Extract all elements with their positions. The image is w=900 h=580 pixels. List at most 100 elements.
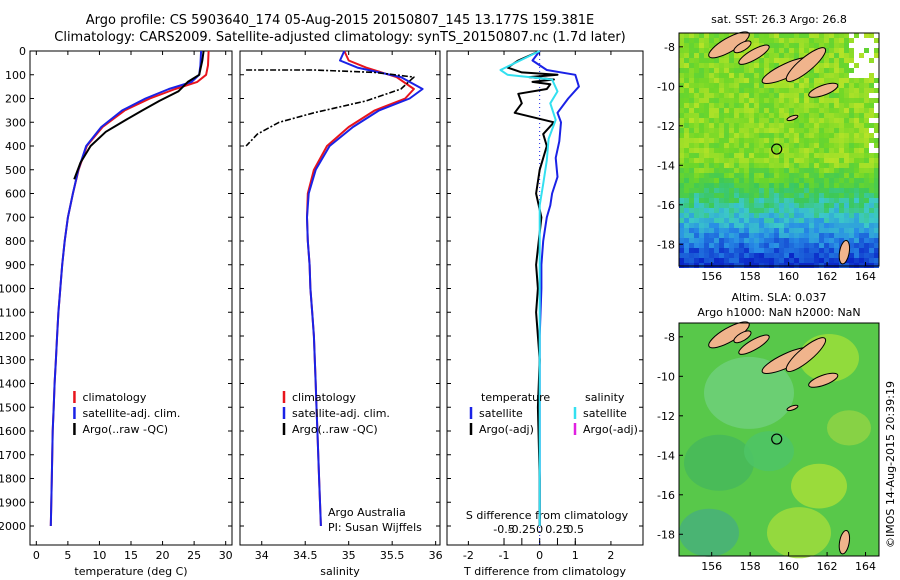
map-cell [689, 248, 694, 253]
map-cell [804, 118, 809, 123]
map-cell [749, 178, 754, 183]
map-cell [744, 243, 749, 248]
map-cell [859, 48, 864, 53]
map-cell [784, 233, 789, 238]
map-cell [799, 83, 804, 88]
map-cell [694, 143, 699, 148]
map-cell [859, 203, 864, 208]
map-cell [829, 33, 834, 38]
map-cell [784, 103, 789, 108]
map-cell [774, 213, 779, 218]
map-cell [694, 78, 699, 83]
map-cell [859, 33, 864, 38]
x-tick-label: -1 [499, 549, 510, 562]
map-cell [849, 178, 854, 183]
map-cell [864, 148, 869, 153]
map-cell [824, 248, 829, 253]
map-cell [804, 173, 809, 178]
map-cell [809, 118, 814, 123]
map-cell [684, 243, 689, 248]
map-cell [764, 123, 769, 128]
map-cell [704, 38, 709, 43]
map-cell [704, 58, 709, 63]
map-cell [854, 158, 859, 163]
map-cell [754, 153, 759, 158]
map-cell [794, 243, 799, 248]
map-cell [749, 218, 754, 223]
map-cell [779, 128, 784, 133]
map-cell [779, 93, 784, 98]
map-cell [849, 43, 854, 48]
map-cell [719, 208, 724, 213]
map-cell [684, 198, 689, 203]
map-cell [724, 63, 729, 68]
map-cell [799, 93, 804, 98]
map-cell [709, 133, 714, 138]
map-cell [684, 143, 689, 148]
map-cell [754, 228, 759, 233]
map-cell [854, 178, 859, 183]
map-cell [679, 248, 684, 253]
map-cell [749, 223, 754, 228]
map-cell [804, 98, 809, 103]
map-cell [809, 108, 814, 113]
map-cell [774, 158, 779, 163]
map-cell [709, 68, 714, 73]
map-cell [719, 78, 724, 83]
map-cell [854, 83, 859, 88]
map-cell [809, 113, 814, 118]
map-cell [844, 63, 849, 68]
map-cell [819, 133, 824, 138]
map-cell [709, 108, 714, 113]
map-cell [689, 123, 694, 128]
map-cell [804, 78, 809, 83]
map-cell [679, 148, 684, 153]
map-cell [854, 208, 859, 213]
map-cell [794, 83, 799, 88]
x-top-tick-label: -0.5 [493, 523, 514, 536]
map-cell [789, 193, 794, 198]
map-cell [819, 178, 824, 183]
map-cell [874, 218, 879, 223]
y-tick-label: 900 [5, 259, 26, 272]
lon-tick-label: 164 [855, 560, 876, 573]
map-cell [704, 143, 709, 148]
map-cell [699, 243, 704, 248]
map-cell [794, 148, 799, 153]
map-cell [794, 98, 799, 103]
map-cell [724, 213, 729, 218]
map-cell [679, 133, 684, 138]
map-cell [849, 238, 854, 243]
map-cell [734, 133, 739, 138]
map-cell [774, 148, 779, 153]
map-cell [699, 228, 704, 233]
map-cell [764, 228, 769, 233]
map-cell [819, 128, 824, 133]
map-cell [699, 183, 704, 188]
map-cell [799, 88, 804, 93]
map-cell [839, 33, 844, 38]
map-cell [729, 218, 734, 223]
map-cell [819, 258, 824, 263]
map-cell [829, 153, 834, 158]
map-cell [724, 168, 729, 173]
map-cell [809, 68, 814, 73]
map-cell [699, 248, 704, 253]
map-cell [764, 248, 769, 253]
map-cell [734, 108, 739, 113]
map-cell [729, 258, 734, 263]
map-cell [819, 193, 824, 198]
map-cell [759, 253, 764, 258]
map-cell [819, 218, 824, 223]
map-cell [774, 168, 779, 173]
map-cell [724, 98, 729, 103]
map-cell [744, 258, 749, 263]
map-cell [769, 123, 774, 128]
map-cell [789, 188, 794, 193]
map-cell [684, 173, 689, 178]
map-cell [764, 98, 769, 103]
map-cell [774, 93, 779, 98]
map-cell [804, 168, 809, 173]
map-cell [824, 113, 829, 118]
island [838, 239, 851, 265]
